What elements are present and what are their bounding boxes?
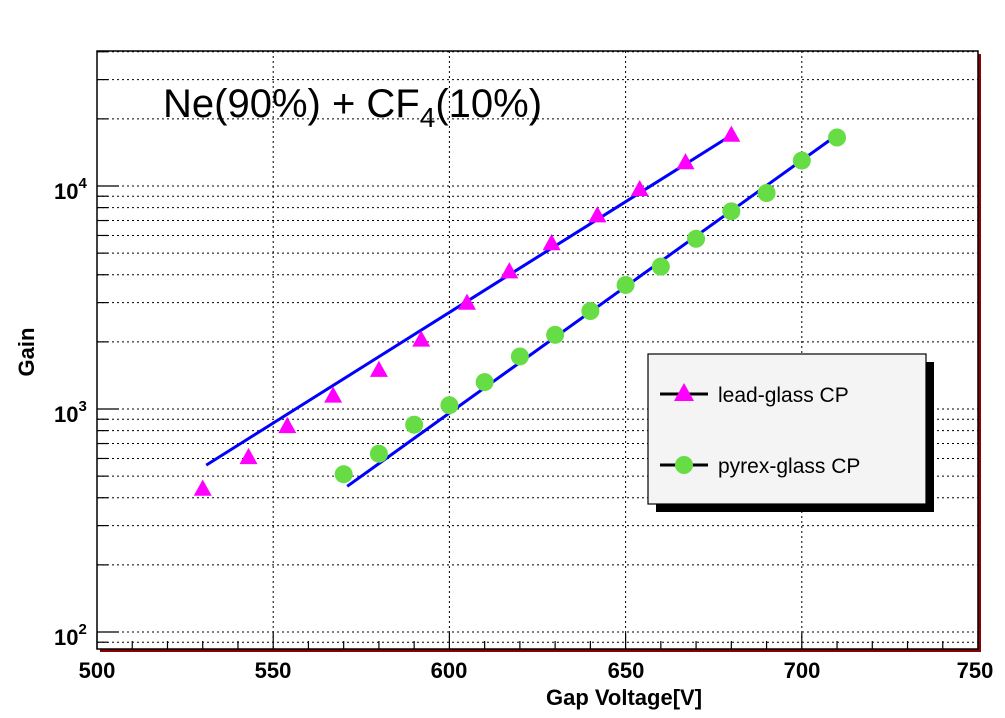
x-tick-label: 650 (608, 658, 645, 683)
legend-label-pyrex: pyrex-glass CP (718, 455, 860, 478)
x-tick-label: 600 (431, 658, 468, 683)
data-point-triangle (722, 125, 741, 142)
data-point-circle (369, 444, 388, 463)
legend-marker-circle (675, 456, 693, 474)
data-point-triangle (588, 206, 607, 223)
data-point-circle (792, 151, 811, 170)
y-tick-label: 102 (54, 621, 87, 650)
data-point-triangle (412, 330, 431, 347)
x-axis-title: Gap Voltage[V] (546, 685, 702, 710)
y-tick-label: 104 (54, 175, 87, 204)
data-point-triangle (500, 262, 519, 279)
data-point-triangle (278, 416, 297, 434)
data-point-triangle (630, 179, 649, 197)
x-tick-label: 700 (784, 658, 821, 683)
data-point-triangle (239, 447, 258, 465)
data-point-circle (616, 275, 635, 294)
grid (97, 51, 978, 649)
x-tick-label: 550 (255, 658, 292, 683)
data-point-triangle (676, 153, 695, 170)
y-axis-title: Gain (14, 328, 39, 377)
data-point-triangle (324, 386, 343, 403)
chart-annotation: Ne(90%) + CF4(10%) (163, 82, 542, 133)
data-point-circle (581, 302, 600, 321)
legend-marker-triangle (674, 383, 694, 401)
data-point-triangle (369, 360, 388, 377)
data-point-circle (440, 396, 459, 415)
legend-label-lead: lead-glass CP (718, 384, 849, 407)
data-point-circle (828, 128, 847, 147)
data-point-circle (757, 184, 776, 203)
data-point-circle (334, 465, 353, 484)
y-tick-label: 103 (54, 398, 87, 427)
data-point-triangle (193, 479, 212, 496)
data-point-circle (405, 415, 424, 434)
data-points (193, 125, 847, 496)
data-point-triangle (458, 293, 477, 310)
data-point-circle (687, 229, 706, 248)
data-point-circle (722, 202, 741, 221)
data-point-circle (510, 347, 529, 366)
legend: lead-glass CP pyrex-glass CP (647, 353, 934, 512)
legend-box (647, 353, 927, 505)
data-point-circle (651, 257, 670, 276)
data-point-triangle (542, 234, 561, 251)
x-tick-label: 500 (79, 658, 116, 683)
data-point-circle (475, 373, 494, 392)
x-tick-label: 750 (957, 658, 994, 683)
axis-ticks (96, 51, 979, 649)
data-point-circle (546, 325, 565, 344)
